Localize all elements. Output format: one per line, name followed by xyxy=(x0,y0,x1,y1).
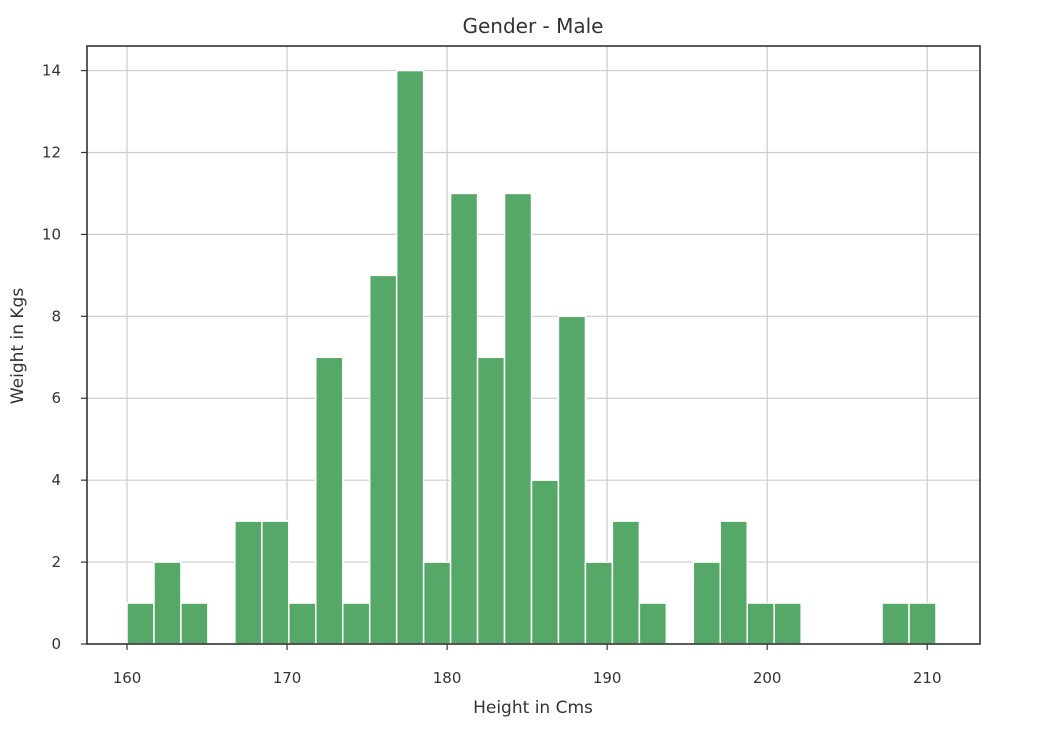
histogram-bar xyxy=(288,602,317,645)
histogram-bar xyxy=(315,356,344,645)
histogram-bar xyxy=(908,602,937,645)
grid xyxy=(87,46,980,645)
histogram-bar xyxy=(476,356,506,645)
histogram-bar xyxy=(746,602,775,645)
histogram-bar xyxy=(692,561,722,645)
histogram-bar xyxy=(719,520,748,645)
x-axis-title: Height in Cms xyxy=(473,698,593,718)
y-tick-label: 12 xyxy=(42,143,61,161)
histogram-bar xyxy=(368,274,398,645)
y-tick-label: 10 xyxy=(42,225,61,243)
x-tick-label: 200 xyxy=(753,669,782,687)
y-tick-label: 0 xyxy=(51,635,61,653)
histogram-bar xyxy=(153,561,182,645)
histogram-bar xyxy=(449,192,479,645)
plot-frame xyxy=(86,45,981,645)
x-tick-label: 170 xyxy=(273,669,302,687)
histogram-bar xyxy=(530,479,560,645)
y-tick-label: 4 xyxy=(51,471,61,489)
chart-title: Gender - Male xyxy=(462,14,603,38)
histogram-bar xyxy=(261,520,290,645)
histogram-bar xyxy=(611,520,641,645)
ticks: 160 170 180 190 200 210 0 2 4 6 8 10 12 14 xyxy=(42,62,942,687)
y-tick-label: 14 xyxy=(42,62,61,80)
histogram-bar xyxy=(341,602,371,645)
histogram-bar xyxy=(126,602,155,645)
histogram-bar xyxy=(422,561,452,645)
x-tick-label: 210 xyxy=(913,669,942,687)
x-tick-label: 160 xyxy=(113,669,142,687)
histogram-bar xyxy=(395,69,425,645)
histogram-bar xyxy=(638,602,668,645)
x-tick-label: 180 xyxy=(433,669,462,687)
histogram-bar xyxy=(557,315,587,645)
y-axis-title: Weight in Kgs xyxy=(8,288,28,404)
histogram-bar xyxy=(881,602,910,645)
histogram-bar xyxy=(773,602,802,645)
histogram-bar xyxy=(503,192,533,645)
x-tick-label: 190 xyxy=(593,669,622,687)
histogram-bar xyxy=(234,520,263,645)
bars xyxy=(126,69,937,645)
histogram-bar xyxy=(584,561,614,645)
y-tick-label: 2 xyxy=(51,553,61,571)
histogram-bar xyxy=(180,602,209,645)
y-tick-label: 6 xyxy=(51,389,61,407)
y-tick-label: 8 xyxy=(51,307,61,325)
